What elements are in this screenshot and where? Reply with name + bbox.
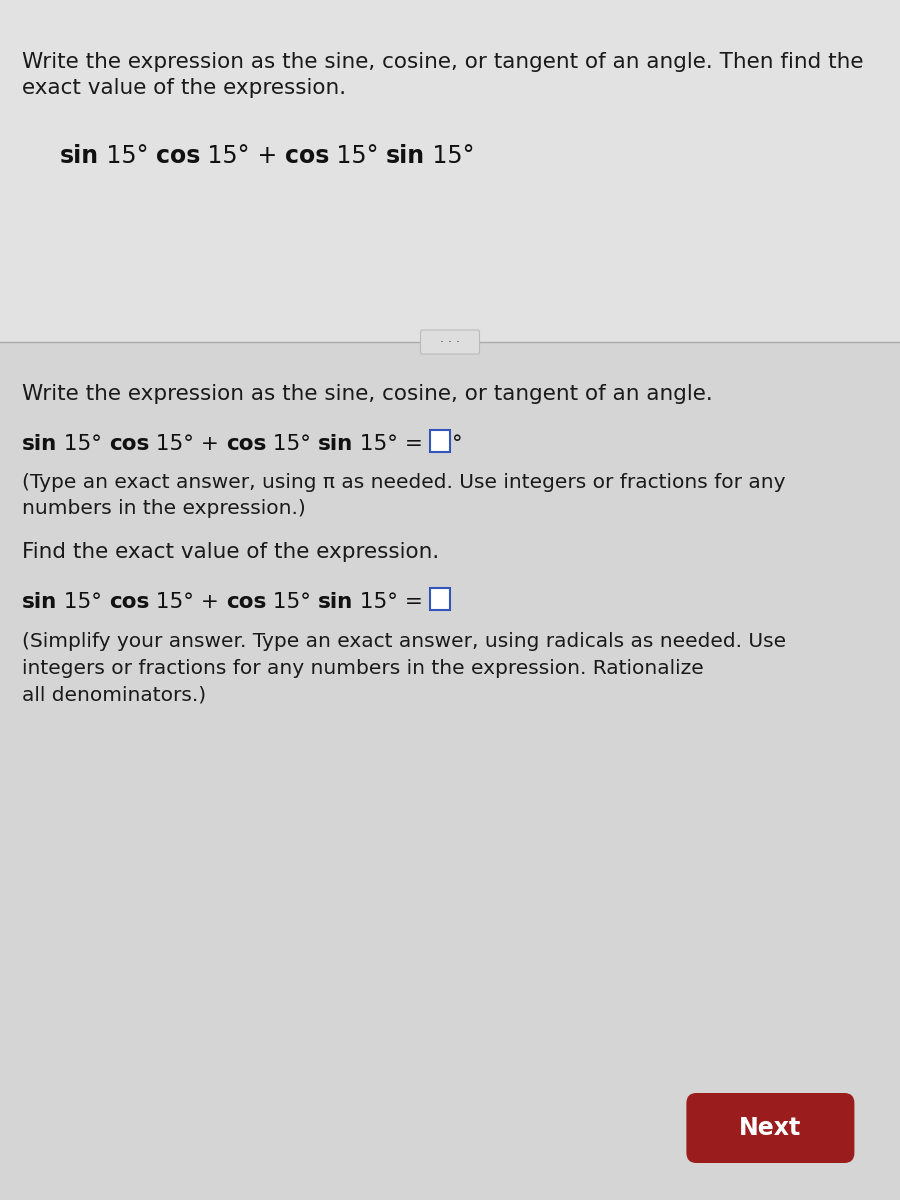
Text: Find the exact value of the expression.: Find the exact value of the expression. [22,542,439,563]
Text: =: = [398,592,430,612]
Text: all denominators.): all denominators.) [22,685,206,704]
Text: sin: sin [318,434,354,455]
Text: sin: sin [318,592,354,612]
Text: cos: cos [109,592,149,612]
Text: 15°: 15° [329,144,386,168]
Text: 15°: 15° [266,434,318,455]
Text: cos: cos [109,434,149,455]
Text: sin: sin [22,592,58,612]
Text: sin: sin [60,144,99,168]
Text: numbers in the expression.): numbers in the expression.) [22,499,306,518]
Text: 15°: 15° [99,144,156,168]
FancyBboxPatch shape [430,431,450,452]
Text: +: + [250,144,284,168]
Text: 15°: 15° [266,592,318,612]
Text: 15°: 15° [354,434,398,455]
Text: +: + [194,592,226,612]
Text: 15°: 15° [58,592,109,612]
Text: (Simplify your answer. Type an exact answer, using radicals as needed. Use: (Simplify your answer. Type an exact ans… [22,632,786,652]
Text: Next: Next [739,1116,802,1140]
Text: cos: cos [284,144,329,168]
Text: cos: cos [156,144,201,168]
Text: integers or fractions for any numbers in the expression. Rationalize: integers or fractions for any numbers in… [22,659,704,678]
Text: cos: cos [226,434,266,455]
FancyBboxPatch shape [0,0,900,342]
Text: (Type an exact answer, using π as needed. Use integers or fractions for any: (Type an exact answer, using π as needed… [22,473,786,492]
Text: +: + [194,434,226,455]
Text: exact value of the expression.: exact value of the expression. [22,78,346,97]
Text: 15°: 15° [58,434,109,455]
Text: cos: cos [226,592,266,612]
Text: sin: sin [22,434,58,455]
Text: 15°: 15° [425,144,475,168]
FancyBboxPatch shape [420,330,480,354]
Text: 15°: 15° [354,592,398,612]
FancyBboxPatch shape [430,588,450,610]
Text: =: = [398,434,430,455]
Text: sin: sin [386,144,425,168]
Text: 15°: 15° [201,144,250,168]
Text: 15°: 15° [149,434,194,455]
Text: · · ·: · · · [440,336,460,348]
Text: Write the expression as the sine, cosine, or tangent of an angle.: Write the expression as the sine, cosine… [22,384,713,404]
FancyBboxPatch shape [687,1093,854,1163]
Text: Write the expression as the sine, cosine, or tangent of an angle. Then find the: Write the expression as the sine, cosine… [22,52,863,72]
Text: °: ° [452,434,463,455]
Text: 15°: 15° [149,592,194,612]
